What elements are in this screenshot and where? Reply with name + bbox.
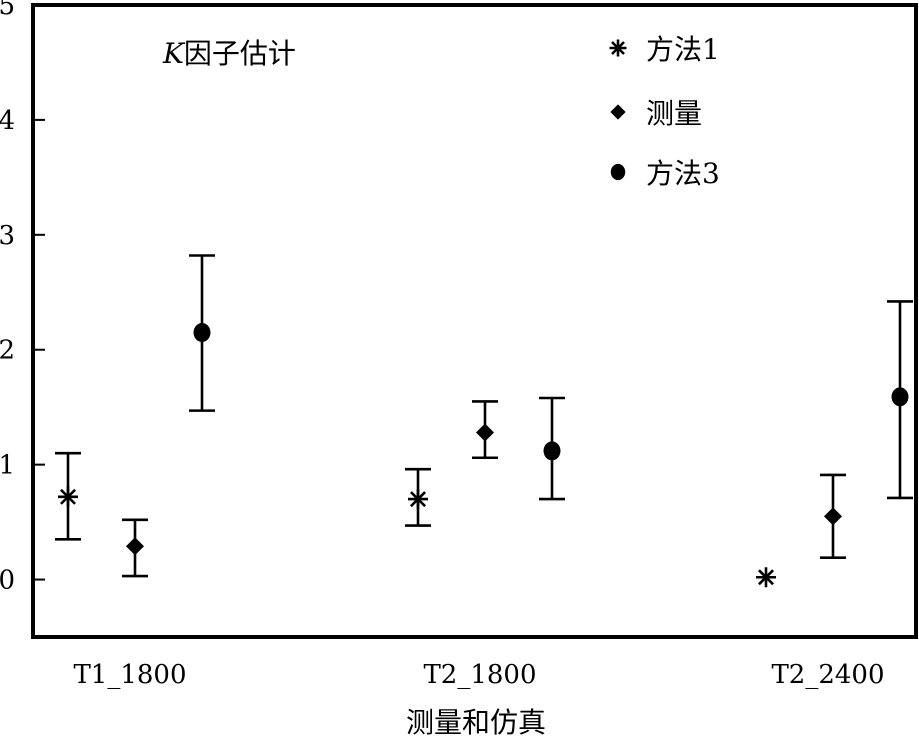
asterisk-stroke (410, 491, 426, 508)
data-point (189, 254, 215, 412)
y-tick-label: 0 (0, 566, 15, 596)
y-tick-label: 5 (0, 0, 15, 21)
legend-label: 方法1 (646, 33, 720, 66)
data-marks (55, 254, 913, 588)
data-point (405, 467, 431, 527)
annotation-italic: K (162, 37, 186, 70)
circle-marker (891, 387, 909, 407)
y-axis: 0 1 2 3 4 5 (0, 0, 45, 596)
y-tick-label: 1 (0, 451, 15, 481)
legend-entry: 测量 (610, 97, 702, 130)
series-circle (189, 254, 913, 501)
plot-frame (31, 3, 918, 639)
y-tick-label: 2 (0, 336, 15, 366)
diamond-marker (476, 423, 494, 442)
data-point (122, 518, 148, 578)
data-point (55, 451, 81, 541)
y-tick-label: 4 (0, 106, 15, 136)
x-category-label: T1_1800 (73, 660, 186, 690)
x-axis: T1_1800 T2_1800 T2_2400 (73, 660, 884, 690)
x-axis-title: 测量和仿真 (406, 706, 546, 739)
data-point (539, 396, 565, 501)
circle-marker (193, 322, 211, 342)
circle-marker (543, 441, 561, 461)
annotation-rest: 因子估计 (184, 37, 296, 70)
chart-annotation: K因子估计 (162, 37, 296, 70)
asterisk-stroke (60, 488, 76, 505)
data-point (756, 567, 776, 588)
data-point (887, 300, 913, 500)
diamond-marker (126, 537, 144, 556)
data-point (820, 473, 846, 560)
diamond-marker (610, 104, 626, 120)
legend-label: 方法3 (646, 157, 720, 190)
series-asterisk (55, 451, 776, 588)
y-tick-label: 3 (0, 221, 15, 251)
x-category-label: T2_1800 (423, 660, 536, 690)
legend-entry: 方法1 (609, 33, 720, 66)
legend-entry: 方法3 (610, 157, 720, 190)
diamond-marker (824, 507, 842, 526)
x-category-label: T2_2400 (771, 660, 884, 690)
series-diamond (122, 400, 846, 578)
legend-label: 测量 (646, 97, 702, 130)
data-point (472, 400, 498, 460)
circle-marker (610, 163, 626, 181)
asterisk-stroke (611, 41, 625, 55)
asterisk-stroke (758, 569, 774, 586)
